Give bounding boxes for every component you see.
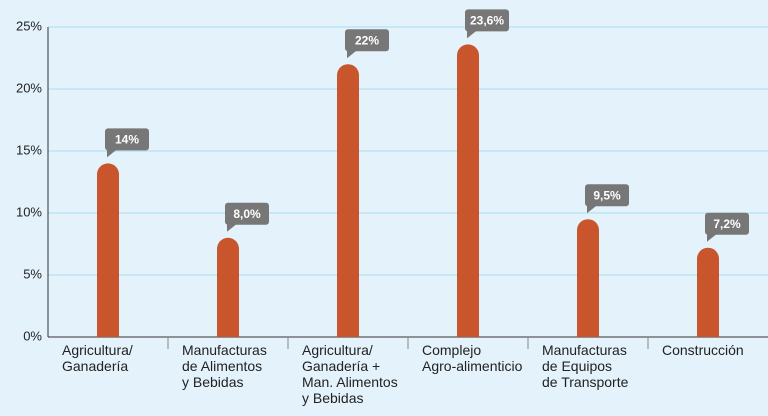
y-tick-label: 0% [23, 328, 42, 343]
value-label-tail [707, 233, 717, 242]
y-tick-label: 25% [16, 18, 42, 33]
value-label: 23,6% [470, 14, 504, 28]
bar [697, 247, 719, 337]
value-label-tail [107, 149, 117, 158]
value-label-box [105, 128, 149, 151]
bar [577, 219, 599, 337]
y-tick-label: 5% [23, 266, 42, 281]
y-tick-label: 20% [16, 80, 42, 95]
y-tick-label: 15% [16, 142, 42, 157]
bar [337, 64, 359, 337]
value-label-tail [227, 223, 237, 232]
value-label: 8,0% [233, 207, 261, 221]
x-tick-label: Construcción [662, 342, 744, 358]
bar [97, 163, 119, 337]
x-tick-label: Complejo Agro-alimenticio [422, 342, 523, 374]
x-tick-label: Agricultura/Ganadería [62, 342, 133, 374]
value-label: 7,2% [713, 217, 741, 231]
bar [217, 237, 239, 337]
bar [457, 44, 479, 338]
value-label-tail [587, 205, 597, 214]
y-tick-label: 10% [16, 204, 42, 219]
value-label: 22% [355, 33, 379, 47]
value-label-box [585, 184, 629, 207]
x-tick-label: Manufacturas de Equipos de Transporte [542, 342, 629, 390]
value-label-tail [467, 30, 477, 39]
value-label: 14% [115, 133, 139, 147]
x-tick-label: Manufacturas de Alimentos y Bebidas [182, 342, 267, 390]
value-label-box [465, 9, 509, 32]
value-label: 9,5% [593, 188, 621, 202]
value-label-tail [347, 50, 357, 59]
value-label-box [705, 212, 749, 235]
x-tick-label: Agricultura/Ganadería + Man. Alimentos y B… [302, 342, 398, 406]
value-label-box [345, 29, 389, 52]
value-label-box [225, 202, 269, 225]
